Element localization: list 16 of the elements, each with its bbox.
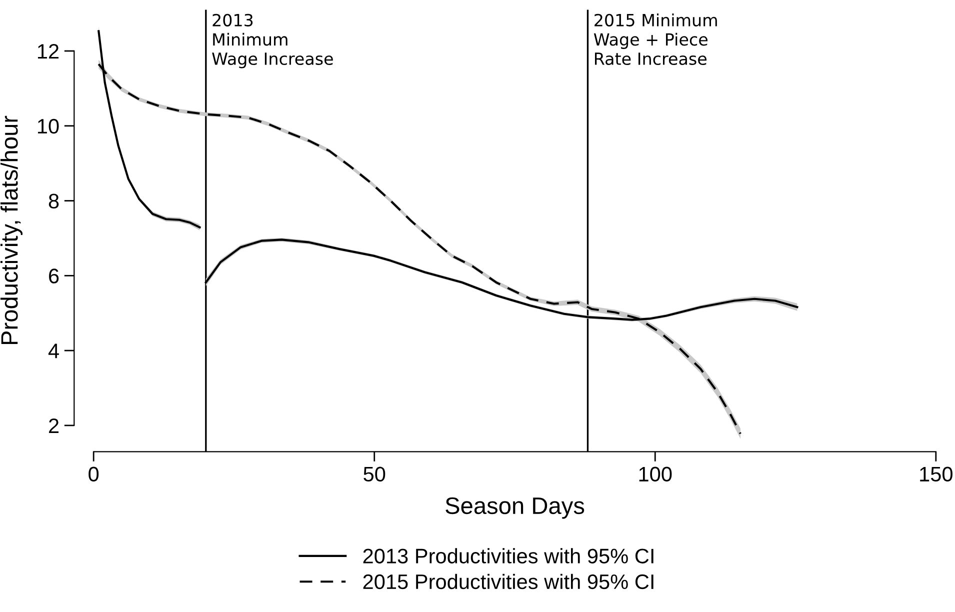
y-axis-title: Productivity, flats/hour xyxy=(0,116,23,344)
ref-line-label: 2013 Minimum Wage Increase xyxy=(212,14,333,68)
legend-label: 2013 Productivities with 95% CI xyxy=(363,548,654,564)
x-axis-title: Season Days xyxy=(446,497,584,519)
x-tick-label: 50 xyxy=(364,466,386,482)
y-tick-label: 10 xyxy=(38,118,59,134)
x-tick-label: 100 xyxy=(639,466,672,482)
y-tick-label: 2 xyxy=(49,418,59,433)
x-tick-label: 150 xyxy=(920,466,952,482)
x-tick-label: 0 xyxy=(88,466,99,482)
y-tick-label: 8 xyxy=(48,194,59,209)
y-tick-label: 4 xyxy=(48,344,59,358)
y-tick-label: 12 xyxy=(38,44,59,59)
ref-line-label: 2015 Minimum Wage + Piece Rate Increase xyxy=(594,14,717,66)
legend-label: 2015 Productivities with 95% CI xyxy=(363,574,654,590)
y-tick-label: 6 xyxy=(49,268,59,284)
